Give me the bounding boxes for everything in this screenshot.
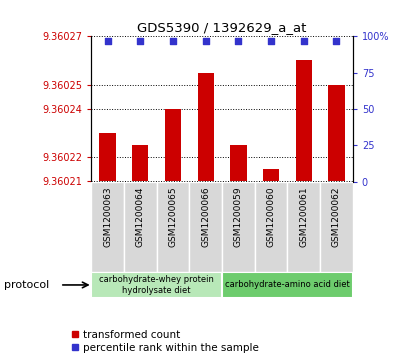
- Bar: [165, 109, 181, 182]
- Point: [300, 38, 307, 44]
- Bar: [222, 272, 353, 298]
- Bar: [132, 145, 149, 182]
- Text: GSM1200062: GSM1200062: [332, 186, 341, 246]
- Text: carbohydrate-whey protein
hydrolysate diet: carbohydrate-whey protein hydrolysate di…: [99, 275, 214, 295]
- Legend: transformed count, percentile rank within the sample: transformed count, percentile rank withi…: [72, 330, 259, 353]
- Bar: [91, 272, 222, 298]
- Text: GSM1200063: GSM1200063: [103, 186, 112, 247]
- Bar: [263, 170, 279, 182]
- Text: GSM1200061: GSM1200061: [299, 186, 308, 247]
- Text: carbohydrate-amino acid diet: carbohydrate-amino acid diet: [225, 281, 350, 289]
- Bar: [255, 182, 287, 272]
- Text: GSM1200060: GSM1200060: [266, 186, 276, 247]
- Bar: [230, 145, 247, 182]
- Point: [333, 38, 340, 44]
- Bar: [320, 182, 353, 272]
- Bar: [100, 133, 116, 182]
- Point: [268, 38, 274, 44]
- Point: [104, 38, 111, 44]
- Bar: [222, 182, 255, 272]
- Text: GSM1200059: GSM1200059: [234, 186, 243, 247]
- Point: [137, 38, 144, 44]
- Bar: [295, 61, 312, 182]
- Bar: [287, 182, 320, 272]
- Bar: [198, 73, 214, 182]
- Bar: [189, 182, 222, 272]
- Bar: [91, 182, 124, 272]
- Title: GDS5390 / 1392629_a_at: GDS5390 / 1392629_a_at: [137, 21, 307, 34]
- Bar: [328, 85, 344, 182]
- Bar: [157, 182, 189, 272]
- Bar: [124, 182, 157, 272]
- Text: GSM1200065: GSM1200065: [168, 186, 178, 247]
- Point: [203, 38, 209, 44]
- Point: [235, 38, 242, 44]
- Text: protocol: protocol: [4, 280, 49, 290]
- Text: GSM1200064: GSM1200064: [136, 186, 145, 246]
- Point: [170, 38, 176, 44]
- Text: GSM1200066: GSM1200066: [201, 186, 210, 247]
